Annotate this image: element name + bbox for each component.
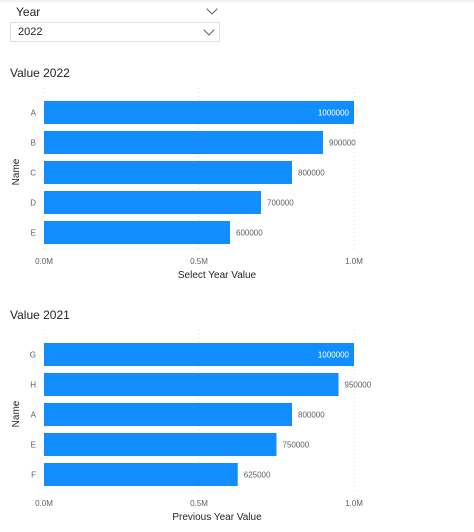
bar[interactable] xyxy=(44,373,339,396)
bar[interactable] xyxy=(44,343,354,366)
category-label: E xyxy=(31,441,36,450)
category-label: F xyxy=(31,471,36,480)
data-label: 950000 xyxy=(345,381,372,390)
data-label: 700000 xyxy=(267,199,294,208)
bar[interactable] xyxy=(44,403,292,426)
bar[interactable] xyxy=(44,221,230,244)
x-tick-label: 0.0M xyxy=(35,257,53,266)
category-label: E xyxy=(31,229,36,238)
top-border xyxy=(0,0,474,2)
category-label: D xyxy=(30,199,36,208)
bar-chart-value-2022: A 1000000 B 900000 C 800000 D 700000 E 600000 0.0M… xyxy=(11,88,363,281)
bar-chart-value-2021: G 1000000 H 950000 A 800000 E 750000 F 625000 0.0M… xyxy=(11,330,372,523)
chart-title-value-2021: Value 2021 xyxy=(10,308,70,322)
x-tick-label: 0.5M xyxy=(190,499,208,508)
slicer-title: Year xyxy=(16,5,41,19)
category-label: A xyxy=(31,411,37,420)
bar[interactable] xyxy=(44,101,354,124)
bar[interactable] xyxy=(44,433,277,456)
x-tick-label: 0.5M xyxy=(190,257,208,266)
data-label: 625000 xyxy=(244,471,271,480)
x-tick-label: 1.0M xyxy=(345,499,363,508)
bar[interactable] xyxy=(44,131,323,154)
x-axis-title: Previous Year Value xyxy=(172,512,262,523)
data-label: 1000000 xyxy=(318,351,350,360)
chart-title-value-2022: Value 2022 xyxy=(10,66,70,80)
category-label: G xyxy=(30,351,36,360)
data-label: 1000000 xyxy=(318,109,350,118)
category-label: H xyxy=(30,381,36,390)
x-tick-label: 1.0M xyxy=(345,257,363,266)
data-label: 750000 xyxy=(283,441,310,450)
data-label: 600000 xyxy=(236,229,263,238)
x-tick-label: 0.0M xyxy=(35,499,53,508)
data-label: 800000 xyxy=(298,411,325,420)
year-dropdown[interactable]: 2022 xyxy=(10,22,220,42)
category-label: B xyxy=(31,139,36,148)
bar[interactable] xyxy=(44,191,261,214)
data-label: 800000 xyxy=(298,169,325,178)
x-axis-title: Select Year Value xyxy=(178,270,257,281)
data-label: 900000 xyxy=(329,139,356,148)
category-label: C xyxy=(30,169,36,178)
bar[interactable] xyxy=(44,161,292,184)
year-slicer-header[interactable]: Year xyxy=(10,2,222,22)
chevron-down-icon[interactable] xyxy=(206,3,218,15)
y-axis-title: Name xyxy=(11,400,22,427)
y-axis-title: Name xyxy=(11,158,22,185)
bar[interactable] xyxy=(44,463,238,486)
category-label: A xyxy=(31,109,37,118)
chevron-down-icon[interactable] xyxy=(203,24,215,36)
year-dropdown-value: 2022 xyxy=(18,26,43,38)
